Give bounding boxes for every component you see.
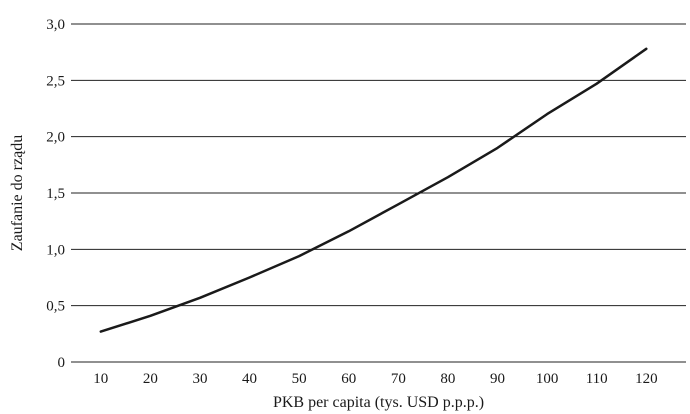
y-tick-label: 0,5 xyxy=(46,299,65,315)
x-tick-label: 110 xyxy=(586,371,608,387)
x-tick-label: 50 xyxy=(292,371,307,387)
y-tick-label: 2,0 xyxy=(46,130,65,146)
x-tick-label: 30 xyxy=(192,371,207,387)
y-tick-label: 0 xyxy=(58,355,66,371)
x-axis-label: PKB per capita (tys. USD p.p.p.) xyxy=(273,394,484,411)
y-tick-labels: 0 0,5 1,0 1,5 2,0 2,5 3,0 xyxy=(46,17,65,371)
x-tick-label: 20 xyxy=(143,371,158,387)
x-tick-labels: 10 20 30 40 50 60 70 80 90 100 110 120 xyxy=(93,371,657,387)
x-tick-label: 80 xyxy=(440,371,455,387)
grid-lines xyxy=(71,23,686,307)
y-tick-label: 2,5 xyxy=(46,73,65,89)
x-tick-label: 10 xyxy=(93,371,108,387)
y-tick-label: 3,0 xyxy=(46,17,65,33)
y-tick-label: 1,0 xyxy=(46,242,65,258)
x-tick-label: 90 xyxy=(490,371,505,387)
y-axis-label: Zaufanie do rządu xyxy=(9,135,26,251)
y-tick-label: 1,5 xyxy=(46,186,65,202)
series-line xyxy=(99,47,648,333)
x-tick-label: 120 xyxy=(635,371,658,387)
x-tick-label: 60 xyxy=(341,371,356,387)
x-tick-label: 100 xyxy=(536,371,559,387)
x-tick-label: 70 xyxy=(391,371,406,387)
x-tick-label: 40 xyxy=(242,371,257,387)
